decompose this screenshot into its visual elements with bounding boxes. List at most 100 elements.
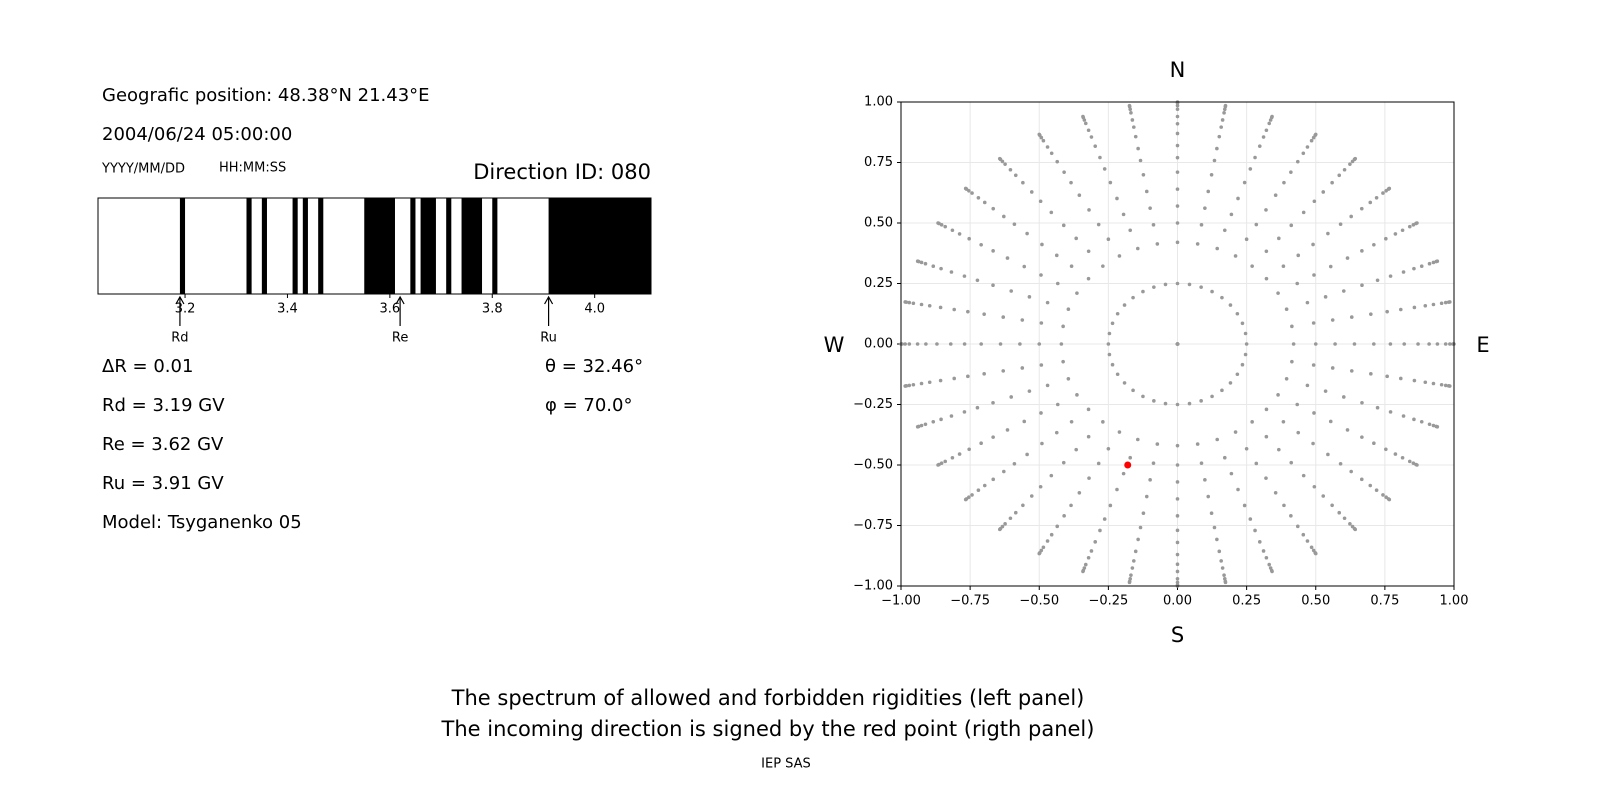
direction-point xyxy=(1013,173,1018,178)
direction-point xyxy=(1130,566,1135,570)
direction-point xyxy=(1321,190,1326,194)
direction-point xyxy=(1435,259,1440,264)
direction-point xyxy=(1049,532,1054,537)
direction-point xyxy=(1108,180,1113,185)
direction-point xyxy=(1101,420,1105,424)
direction-point xyxy=(1212,525,1217,530)
direction-point xyxy=(1045,145,1050,149)
direction-point xyxy=(1130,118,1135,122)
direction-point xyxy=(1163,282,1168,287)
direction-point xyxy=(1037,342,1042,346)
direction-point xyxy=(963,186,968,191)
direction-point xyxy=(1235,311,1240,316)
direction-point xyxy=(1020,366,1025,370)
direction-point xyxy=(1038,199,1043,204)
direction-point xyxy=(1041,545,1046,550)
direction-point xyxy=(1381,191,1385,195)
direction-point xyxy=(1175,170,1180,174)
direction-point xyxy=(1005,428,1010,432)
direction-point xyxy=(1175,540,1180,545)
direction-point xyxy=(1337,173,1342,178)
direction-point xyxy=(1175,342,1180,346)
direction-point xyxy=(982,312,986,316)
direction-point xyxy=(1291,342,1296,346)
direction-point xyxy=(1055,281,1060,286)
direction-point xyxy=(1447,384,1452,388)
direction-point xyxy=(1086,276,1091,281)
y-tick-label: 1.00 xyxy=(864,95,893,110)
direction-point xyxy=(1372,242,1376,247)
direction-point xyxy=(1338,461,1343,466)
direction-point xyxy=(1133,134,1138,139)
direction-point xyxy=(1122,381,1127,385)
direction-point xyxy=(1242,503,1247,508)
direction-point xyxy=(1012,461,1017,466)
x-tick-label: 3.8 xyxy=(482,302,503,317)
direction-point xyxy=(1398,376,1403,381)
forbidden-band xyxy=(446,198,452,294)
direction-point xyxy=(919,423,924,428)
direction-point xyxy=(1326,452,1330,457)
direction-point xyxy=(1131,295,1135,300)
direction-point xyxy=(1131,388,1135,393)
direction-point xyxy=(1148,478,1152,482)
incoming-direction xyxy=(1124,461,1132,469)
direction-point xyxy=(1321,494,1326,498)
direction-point xyxy=(1220,295,1224,300)
direction-point xyxy=(1416,342,1420,346)
direction-point xyxy=(1427,261,1432,266)
direction-point xyxy=(1059,342,1064,346)
direction-point xyxy=(939,417,943,422)
direction-point xyxy=(1066,307,1071,312)
direction-point xyxy=(1290,359,1294,364)
direction-point xyxy=(1175,552,1180,557)
direction-point xyxy=(1115,311,1120,316)
direction-point xyxy=(1372,441,1376,446)
direction-point xyxy=(1338,222,1343,227)
direction-point xyxy=(1222,455,1227,460)
direction-point xyxy=(1419,420,1424,424)
direction-point xyxy=(1311,441,1315,446)
direction-point xyxy=(1381,493,1385,497)
direction-point xyxy=(997,156,1002,161)
direction-point xyxy=(1021,503,1025,508)
date-format: YYYY/MM/DD xyxy=(101,162,185,177)
direction-point xyxy=(1352,342,1357,346)
direction-point xyxy=(1206,494,1211,499)
direction-point xyxy=(998,342,1003,346)
direction-point xyxy=(1311,321,1316,325)
x-tick-label: −1.00 xyxy=(881,594,921,609)
direction-point xyxy=(1008,516,1013,521)
forbidden-band xyxy=(318,198,324,294)
direction-point xyxy=(1282,180,1286,185)
forbidden-band xyxy=(548,198,651,294)
direction-point xyxy=(1081,114,1085,119)
direction-point xyxy=(991,283,995,288)
compass-label: N xyxy=(1170,58,1186,82)
direction-point xyxy=(1175,240,1180,245)
direction-point xyxy=(1387,186,1392,191)
direction-point xyxy=(1175,576,1180,581)
direction-point xyxy=(907,300,912,305)
direction-point xyxy=(1313,132,1318,137)
direction-point xyxy=(1250,264,1254,268)
direction-point xyxy=(1141,511,1146,516)
direction-point xyxy=(924,342,928,346)
direction-point xyxy=(1049,151,1054,156)
direction-point xyxy=(1102,167,1107,171)
direction-point xyxy=(1115,196,1119,201)
direction-point xyxy=(1375,405,1380,410)
direction-point xyxy=(1003,522,1007,526)
x-tick-label: 0.25 xyxy=(1232,594,1261,609)
direction-point xyxy=(979,242,983,247)
direction-point xyxy=(1385,309,1389,314)
direction-point xyxy=(1326,231,1330,236)
direction-point xyxy=(1345,256,1350,260)
direction-point xyxy=(936,463,940,467)
direction-point xyxy=(1305,539,1310,543)
direction-point xyxy=(1089,549,1094,553)
forbidden-band xyxy=(302,198,308,294)
direction-point xyxy=(1342,516,1347,521)
direction-point xyxy=(1295,159,1300,164)
direction-point xyxy=(1129,111,1133,115)
